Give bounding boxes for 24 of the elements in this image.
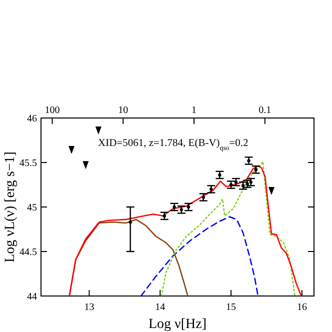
x-tick-label: 13 xyxy=(84,302,94,313)
annotation: XID=5061, z=1.784, E(B-V)$_{qso}$=0.2 xyxy=(98,138,248,152)
x-tick-label: 15 xyxy=(226,302,236,313)
y-tick-label: 44.5 xyxy=(20,247,37,258)
line-series xyxy=(68,165,302,296)
point xyxy=(82,161,89,170)
x2-tick-label: 10 xyxy=(118,105,128,116)
y-tick-label: 45 xyxy=(27,202,37,214)
point xyxy=(95,126,102,134)
line-series xyxy=(160,160,296,296)
point xyxy=(268,186,274,195)
point xyxy=(68,146,74,154)
y-tick-label: 46 xyxy=(27,114,37,124)
y-tick-label: 45.5 xyxy=(20,158,37,169)
y-axis-title: Log νL(ν) [erg s−1] xyxy=(3,152,18,262)
y-tick-label: 44 xyxy=(27,292,37,302)
x2-tick-label: 1 xyxy=(192,105,197,116)
x-tick-label: 14 xyxy=(155,302,166,313)
point xyxy=(128,220,132,224)
x2-tick-label: 0.1 xyxy=(258,105,272,116)
line-series xyxy=(140,216,259,296)
x-tick-label: 16 xyxy=(296,302,307,313)
x-axis-title: Log ν[Hz] xyxy=(148,317,207,332)
x2-tick-label: 100 xyxy=(44,105,60,116)
